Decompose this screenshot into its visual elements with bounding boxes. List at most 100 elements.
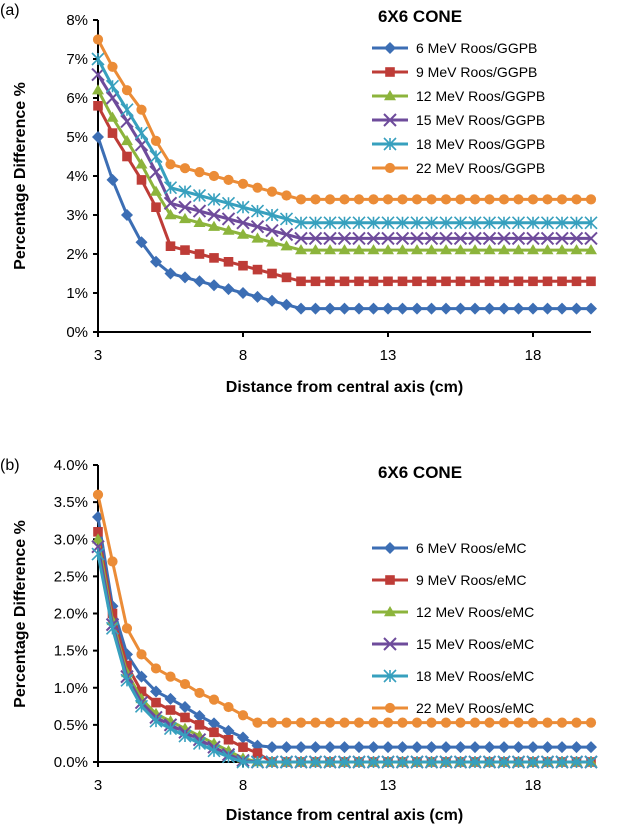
data-point — [295, 194, 307, 205]
data-point — [179, 163, 191, 174]
data-point — [454, 302, 467, 315]
data-point — [527, 244, 539, 255]
data-point — [179, 678, 191, 690]
data-point — [192, 204, 207, 218]
data-point — [281, 190, 292, 201]
data-point — [512, 244, 525, 255]
data-point — [570, 302, 583, 315]
data-point — [353, 194, 365, 205]
data-point — [352, 231, 366, 246]
legend-label: 18 MeV Roos/GGPB — [416, 136, 545, 152]
x-tick-label: 8 — [239, 347, 247, 364]
data-point — [353, 302, 365, 315]
legend-label: 15 MeV Roos/eMC — [416, 636, 534, 652]
data-point — [395, 755, 410, 769]
data-point — [482, 216, 497, 230]
data-point — [425, 302, 438, 315]
data-point — [439, 231, 453, 246]
data-point — [483, 244, 496, 255]
data-point — [267, 268, 277, 279]
data-point — [107, 61, 118, 72]
data-point — [425, 244, 438, 255]
y-tick-label: 2.5% — [54, 568, 88, 585]
data-point — [150, 255, 162, 268]
data-point — [455, 717, 466, 728]
data-point — [121, 209, 133, 221]
data-point — [194, 167, 205, 178]
data-point — [251, 232, 264, 243]
data-point — [135, 158, 148, 169]
panel-label: (b) — [0, 457, 20, 474]
legend-label: 9 MeV Roos/GGPB — [416, 64, 537, 80]
data-point — [556, 244, 568, 255]
data-point — [208, 694, 220, 705]
data-point — [310, 717, 321, 728]
data-point — [396, 244, 409, 255]
y-tick-label: 2% — [66, 246, 88, 263]
data-point — [237, 287, 249, 299]
data-point — [439, 755, 453, 769]
data-point — [324, 741, 336, 754]
data-point — [295, 244, 307, 255]
data-point — [367, 741, 380, 754]
data-point — [511, 755, 526, 769]
series-3 — [91, 67, 598, 246]
data-point — [556, 741, 568, 754]
data-point — [556, 717, 568, 728]
data-point — [266, 294, 278, 307]
data-point — [92, 533, 104, 544]
data-point — [426, 717, 437, 728]
data-point — [484, 717, 495, 728]
data-point — [309, 302, 322, 315]
data-point — [122, 660, 132, 671]
data-point — [121, 623, 133, 634]
data-point — [208, 170, 220, 182]
data-point — [571, 194, 582, 205]
data-point — [92, 131, 104, 143]
data-point — [512, 741, 525, 754]
data-point — [441, 276, 451, 287]
data-point — [383, 276, 393, 287]
data-point — [324, 302, 336, 315]
data-point — [265, 755, 279, 769]
series-5 — [92, 489, 597, 728]
data-point — [397, 276, 408, 287]
data-point — [410, 755, 424, 769]
data-point — [179, 212, 191, 224]
y-tick-label: 2.0% — [54, 606, 88, 623]
data-point — [584, 216, 598, 230]
series-0 — [92, 131, 597, 315]
data-point — [353, 741, 365, 754]
y-tick-label: 1% — [66, 285, 88, 302]
data-point — [339, 717, 350, 728]
data-point — [383, 113, 397, 127]
data-point — [222, 724, 235, 737]
data-point — [192, 188, 207, 203]
data-point — [384, 606, 396, 617]
data-point — [221, 750, 236, 764]
data-point — [469, 741, 481, 754]
data-point — [585, 302, 597, 315]
data-point — [252, 182, 263, 193]
x-axis-label: Distance from central axis (cm) — [226, 807, 463, 824]
x-tick-label: 8 — [239, 777, 247, 794]
data-point — [150, 663, 162, 674]
data-point — [513, 276, 524, 287]
data-point — [585, 741, 597, 754]
data-point — [193, 216, 206, 227]
data-point — [469, 717, 481, 728]
chart-title: 6X6 CONE — [378, 7, 462, 26]
data-point — [381, 216, 395, 230]
data-point — [339, 194, 350, 205]
data-point — [498, 302, 510, 315]
data-point — [483, 302, 496, 315]
data-point — [584, 755, 598, 769]
data-point — [296, 276, 306, 287]
data-point — [396, 741, 409, 754]
data-point — [93, 101, 103, 111]
data-point — [482, 231, 497, 246]
series-1 — [93, 101, 596, 287]
legend-label: 18 MeV Roos/eMC — [416, 668, 534, 684]
data-point — [542, 276, 553, 287]
legend-label: 9 MeV Roos/eMC — [416, 572, 526, 588]
